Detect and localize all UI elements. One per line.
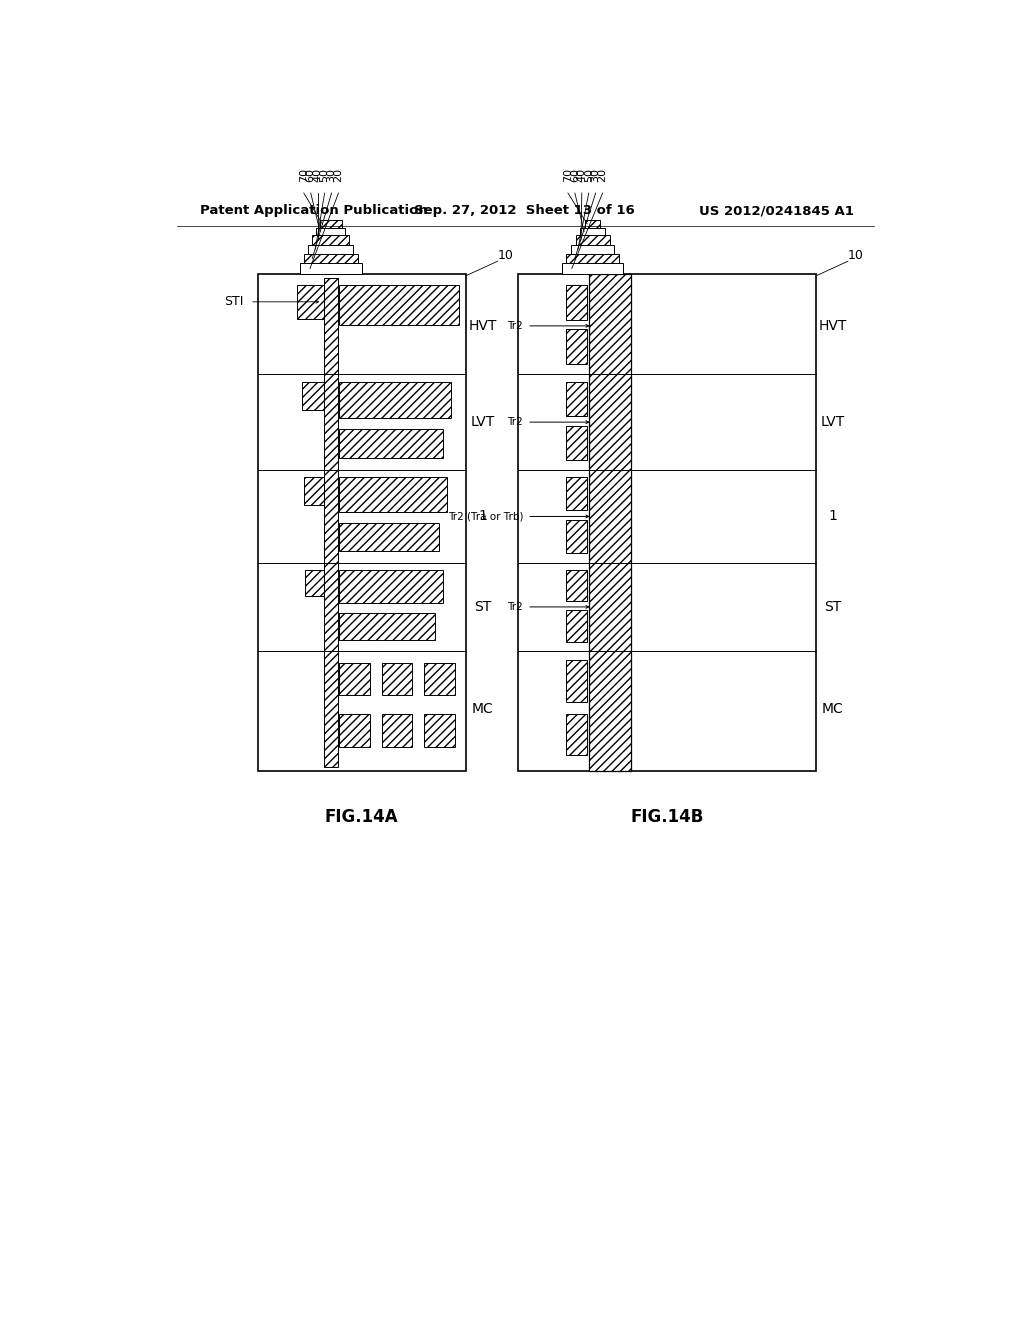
- Text: US 2012/0241845 A1: US 2012/0241845 A1: [699, 205, 854, 218]
- Text: Patent Application Publication: Patent Application Publication: [200, 205, 428, 218]
- Text: 30: 30: [327, 168, 337, 181]
- Text: ST: ST: [474, 599, 492, 614]
- Bar: [424, 714, 455, 747]
- Text: ST: ST: [824, 599, 842, 614]
- Text: Tr2 (Tra or Trb): Tr2 (Tra or Trb): [447, 511, 523, 521]
- Bar: [571, 244, 614, 253]
- Text: Sep. 27, 2012  Sheet 13 of 16: Sep. 27, 2012 Sheet 13 of 16: [415, 205, 635, 218]
- Bar: [424, 663, 455, 696]
- Bar: [339, 663, 370, 696]
- Bar: [565, 660, 587, 702]
- Text: FIG.14B: FIG.14B: [630, 808, 703, 826]
- Bar: [581, 227, 605, 235]
- Bar: [339, 429, 443, 458]
- Text: HVT: HVT: [818, 319, 847, 333]
- Bar: [518, 275, 816, 771]
- Bar: [339, 478, 447, 512]
- Text: 1: 1: [478, 510, 486, 524]
- Bar: [297, 285, 324, 318]
- Bar: [565, 714, 587, 755]
- Bar: [302, 381, 324, 411]
- Bar: [562, 263, 624, 275]
- Text: 70: 70: [299, 168, 309, 181]
- Bar: [324, 277, 338, 374]
- Text: 30: 30: [591, 168, 601, 181]
- Text: 50: 50: [319, 168, 330, 181]
- Text: 10: 10: [498, 249, 513, 261]
- Text: STI: STI: [224, 296, 244, 309]
- Text: 1: 1: [828, 510, 838, 524]
- Bar: [339, 714, 370, 747]
- Bar: [324, 562, 338, 651]
- Bar: [565, 330, 587, 364]
- Bar: [339, 285, 459, 326]
- Text: 20: 20: [598, 168, 607, 181]
- Bar: [565, 478, 587, 511]
- Bar: [339, 524, 439, 552]
- Bar: [258, 275, 466, 771]
- Text: HVT: HVT: [468, 319, 497, 333]
- Bar: [324, 374, 338, 470]
- Bar: [382, 663, 413, 696]
- Text: 50: 50: [584, 168, 594, 181]
- Bar: [589, 275, 631, 771]
- Text: 20: 20: [334, 168, 343, 181]
- Bar: [300, 263, 361, 275]
- Bar: [324, 651, 338, 767]
- Bar: [565, 381, 587, 416]
- Bar: [319, 220, 342, 227]
- Bar: [339, 381, 451, 418]
- Bar: [382, 714, 413, 747]
- Text: Tr2: Tr2: [508, 321, 523, 331]
- Text: LVT: LVT: [470, 414, 495, 429]
- Bar: [312, 235, 349, 244]
- Text: FIG.14A: FIG.14A: [325, 808, 398, 826]
- Text: MC: MC: [822, 702, 844, 715]
- Bar: [566, 253, 618, 263]
- Bar: [575, 235, 609, 244]
- Text: 70: 70: [563, 168, 572, 181]
- Bar: [585, 220, 600, 227]
- Bar: [308, 244, 353, 253]
- Bar: [339, 614, 435, 640]
- Text: Tr2: Tr2: [508, 602, 523, 612]
- Text: LVT: LVT: [820, 414, 845, 429]
- Bar: [565, 285, 587, 321]
- Bar: [565, 520, 587, 553]
- Bar: [304, 478, 324, 506]
- Bar: [565, 425, 587, 461]
- Bar: [339, 570, 443, 603]
- Bar: [565, 610, 587, 642]
- Bar: [316, 227, 345, 235]
- Bar: [304, 253, 357, 263]
- Text: 60: 60: [306, 168, 315, 181]
- Text: 40: 40: [577, 168, 587, 181]
- Text: Tr2: Tr2: [508, 417, 523, 428]
- Bar: [324, 470, 338, 562]
- Bar: [305, 570, 324, 595]
- Bar: [565, 570, 587, 601]
- Text: 40: 40: [312, 168, 323, 181]
- Text: 60: 60: [569, 168, 580, 181]
- Text: MC: MC: [472, 702, 494, 715]
- Text: 10: 10: [848, 249, 864, 261]
